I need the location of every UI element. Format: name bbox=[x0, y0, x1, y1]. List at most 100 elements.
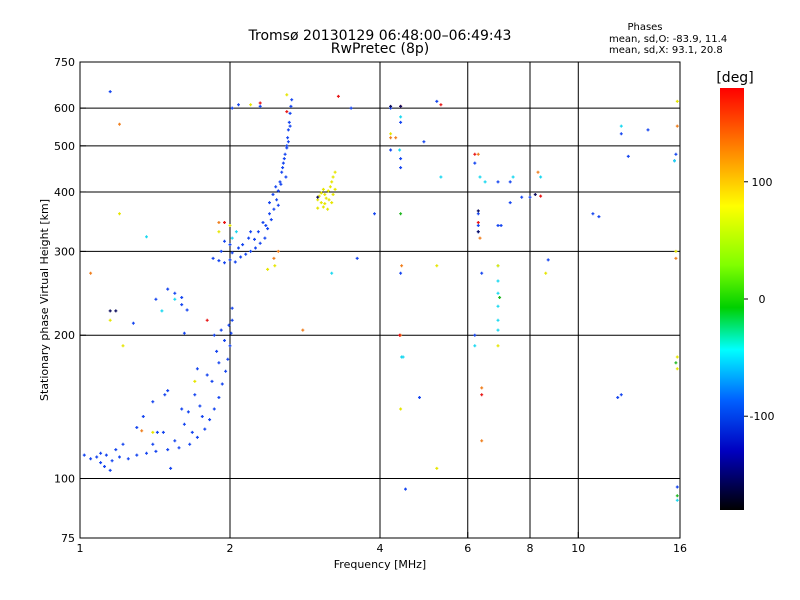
data-point bbox=[286, 136, 290, 140]
data-point bbox=[271, 193, 275, 196]
data-point bbox=[323, 202, 327, 206]
data-point bbox=[217, 259, 221, 263]
data-point bbox=[280, 170, 284, 174]
data-point bbox=[473, 344, 477, 348]
data-point bbox=[173, 297, 177, 301]
data-point bbox=[266, 227, 270, 231]
data-point bbox=[284, 175, 288, 179]
data-point bbox=[228, 258, 232, 262]
data-point bbox=[278, 180, 282, 184]
data-point bbox=[188, 442, 192, 446]
data-point bbox=[330, 180, 334, 184]
data-point bbox=[499, 224, 503, 227]
data-point bbox=[180, 296, 184, 299]
data-point bbox=[301, 328, 305, 332]
data-point bbox=[675, 99, 679, 103]
data-point bbox=[287, 120, 291, 124]
colorbar bbox=[720, 88, 744, 510]
data-point bbox=[399, 120, 403, 124]
data-point bbox=[151, 442, 155, 446]
data-point bbox=[508, 201, 512, 205]
data-point bbox=[435, 264, 439, 268]
data-point bbox=[282, 157, 286, 161]
data-point bbox=[476, 152, 480, 156]
data-point bbox=[211, 256, 215, 260]
data-point bbox=[114, 448, 118, 452]
data-point bbox=[272, 207, 276, 211]
data-point bbox=[223, 261, 226, 265]
data-point bbox=[539, 194, 543, 198]
stats-line-o: mean, sd,O: -83.9, 11.4 bbox=[609, 34, 727, 45]
x-tick-label: 10 bbox=[571, 542, 585, 555]
data-point bbox=[247, 236, 251, 240]
data-point bbox=[253, 237, 256, 241]
data-point bbox=[619, 393, 623, 397]
x-tick-label: 2 bbox=[227, 542, 234, 555]
data-point bbox=[619, 124, 623, 128]
data-point bbox=[269, 218, 273, 222]
data-point bbox=[217, 396, 221, 399]
data-point bbox=[121, 344, 125, 348]
data-point bbox=[169, 466, 173, 470]
data-point bbox=[496, 224, 500, 227]
data-point bbox=[223, 239, 226, 243]
data-point bbox=[675, 124, 679, 128]
data-point bbox=[263, 236, 267, 240]
data-point bbox=[476, 212, 480, 216]
data-point bbox=[208, 418, 212, 422]
data-point bbox=[279, 182, 283, 186]
data-point bbox=[268, 212, 271, 216]
data-point bbox=[237, 103, 240, 107]
data-point bbox=[228, 344, 232, 348]
data-point bbox=[226, 357, 230, 361]
data-point bbox=[394, 136, 398, 140]
data-point bbox=[166, 287, 170, 291]
data-point bbox=[591, 212, 595, 216]
data-point bbox=[476, 221, 480, 224]
data-point bbox=[239, 255, 243, 259]
data-point bbox=[219, 328, 223, 332]
data-point bbox=[180, 303, 184, 307]
data-point bbox=[177, 446, 181, 450]
data-point bbox=[478, 175, 482, 179]
data-point bbox=[261, 221, 265, 224]
data-point bbox=[108, 468, 112, 472]
data-point bbox=[230, 236, 234, 240]
data-point bbox=[272, 256, 276, 260]
data-point bbox=[323, 193, 327, 196]
data-point bbox=[182, 422, 186, 426]
data-point bbox=[290, 98, 294, 102]
data-point bbox=[389, 136, 393, 140]
y-tick-label: 300 bbox=[54, 245, 75, 258]
data-point bbox=[373, 212, 376, 216]
data-point bbox=[389, 148, 393, 152]
data-point bbox=[283, 152, 287, 156]
data-point bbox=[597, 215, 601, 219]
data-point bbox=[237, 246, 240, 250]
data-point bbox=[399, 166, 403, 170]
chart-subtitle: RwPretec (8p) bbox=[331, 41, 429, 57]
data-point bbox=[266, 267, 270, 271]
data-point bbox=[496, 304, 500, 308]
data-point bbox=[154, 297, 158, 301]
data-point bbox=[89, 271, 93, 275]
data-point bbox=[476, 224, 480, 227]
data-point bbox=[316, 198, 320, 202]
data-point bbox=[185, 308, 189, 312]
data-point bbox=[200, 415, 204, 418]
data-point bbox=[227, 323, 231, 327]
data-point bbox=[330, 201, 334, 205]
data-point bbox=[193, 379, 197, 383]
data-point bbox=[89, 457, 93, 461]
data-point bbox=[110, 459, 114, 463]
data-point bbox=[321, 187, 325, 191]
data-point bbox=[328, 185, 332, 189]
data-point bbox=[498, 296, 502, 299]
data-point bbox=[619, 132, 623, 136]
x-tick-label: 16 bbox=[673, 542, 687, 555]
data-point bbox=[476, 209, 480, 213]
data-point bbox=[163, 393, 167, 397]
chart-title: Tromsø 20130129 06:48:00–06:49:43 bbox=[248, 28, 512, 44]
data-point bbox=[173, 291, 177, 295]
data-point bbox=[675, 498, 679, 502]
